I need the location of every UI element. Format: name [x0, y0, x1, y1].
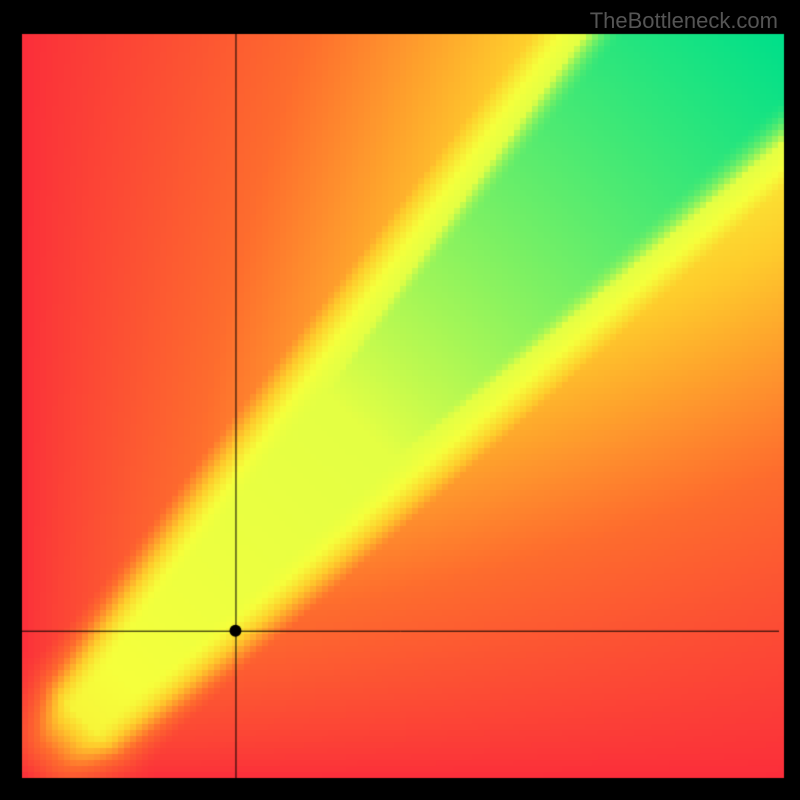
bottleneck-heatmap [0, 0, 800, 800]
watermark-text: TheBottleneck.com [590, 8, 778, 34]
chart-container: TheBottleneck.com [0, 0, 800, 800]
